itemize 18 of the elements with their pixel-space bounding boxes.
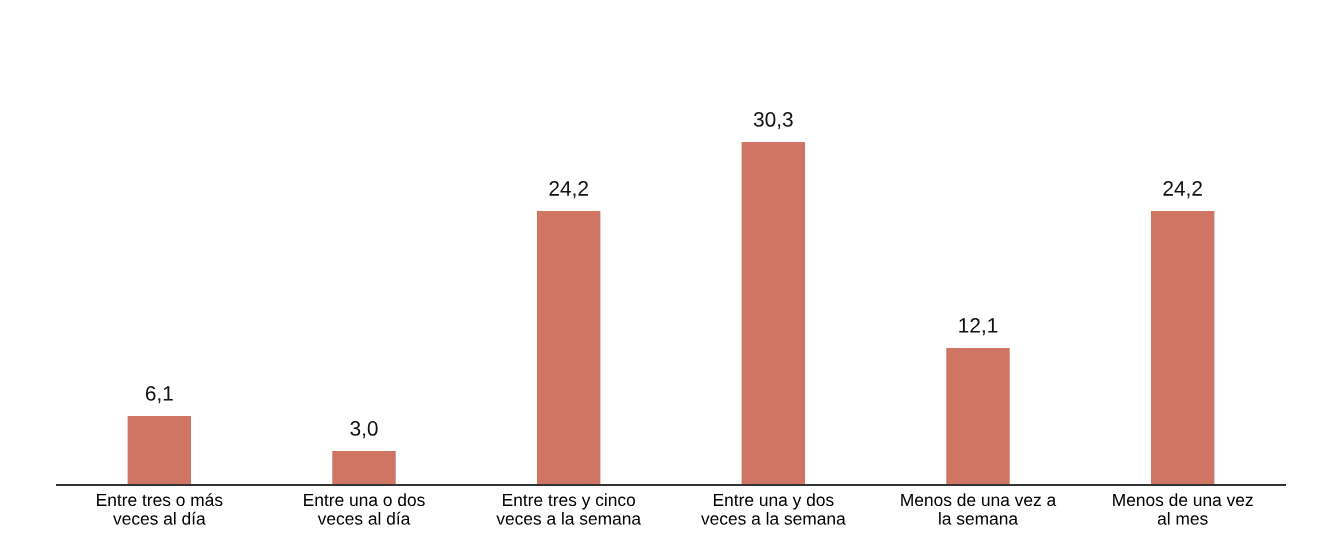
x-tick-label: Entre tres o más veces al día — [97, 493, 223, 525]
bar — [946, 348, 1010, 485]
data-label: 24,2 — [549, 181, 588, 199]
bar — [127, 415, 192, 485]
data-label: 24,2 — [1163, 181, 1202, 199]
x-tick-label: Entre tres y cinco veces a la semana — [496, 493, 642, 525]
x-tick-label: Entre una o dos veces al día — [304, 493, 425, 525]
bar — [741, 142, 806, 485]
data-label: 12,1 — [959, 318, 998, 336]
bar — [536, 211, 601, 485]
x-tick-label: Menos de una vez a la semana — [901, 493, 1057, 525]
x-tick-label: Menos de una vez al mes — [1113, 493, 1253, 525]
data-label: 30,3 — [753, 112, 793, 130]
bar — [1150, 211, 1215, 485]
data-label: 6,1 — [145, 385, 173, 404]
bar — [332, 451, 396, 485]
x-tick-label: Entre una y dos veces a la semana — [701, 493, 846, 525]
data-label: 3,0 — [350, 421, 378, 439]
